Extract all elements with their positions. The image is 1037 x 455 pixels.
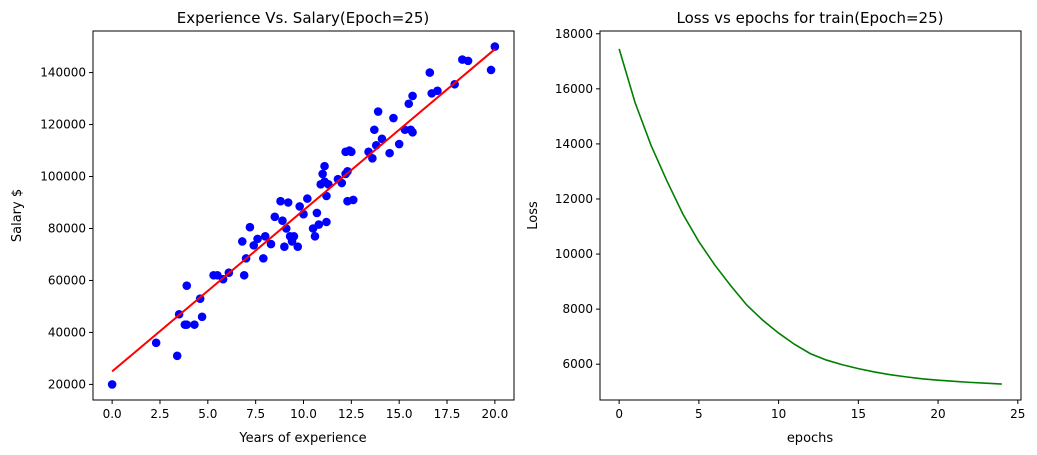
scatter-point: [408, 91, 417, 101]
chart-loss-xlabel: epochs: [787, 431, 834, 446]
chart-loss-ytick-label: 18000: [555, 27, 593, 41]
scatter-point: [463, 56, 473, 66]
chart-loss-ytick-label: 14000: [555, 137, 593, 151]
scatter-point: [270, 212, 280, 222]
scatter-point: [348, 195, 358, 205]
scatter-point: [394, 139, 404, 149]
scatter-point: [368, 154, 377, 163]
scatter-point: [312, 208, 322, 218]
scatter-point: [310, 231, 320, 241]
scatter-point: [280, 242, 289, 251]
scatter-point: [433, 86, 442, 96]
chart-loss: Loss vs epochs for train(Epoch=25) 0 5 10 1…: [526, 9, 1025, 446]
chart-salary-title: Experience Vs. Salary(Epoch=25): [177, 9, 429, 27]
chart-salary-xtick-label: 12.5: [338, 407, 365, 421]
scatter-point: [385, 148, 394, 158]
chart-loss-ytick-label: 16000: [555, 82, 593, 96]
scatter-point: [486, 65, 496, 75]
chart-loss-plot: [618, 48, 1002, 385]
chart-loss-title: Loss vs epochs for train(Epoch=25): [677, 9, 944, 27]
scatter-point: [253, 234, 262, 244]
scatter-point: [322, 217, 331, 227]
chart-loss-xtick-label: 5: [695, 407, 703, 421]
chart-loss-xtick-label: 25: [1010, 407, 1025, 421]
scatter-point: [182, 320, 192, 329]
chart-salary-xtick-label: 0.0: [103, 407, 122, 421]
chart-salary: Experience Vs. Salary(Epoch=25) 0.0 2.5 5.…: [10, 9, 515, 446]
scatter-point: [490, 42, 500, 51]
chart-loss-ylabel: Loss: [526, 201, 541, 230]
chart-loss-ytick-label: 6000: [562, 357, 593, 371]
chart-salary-xtick-label: 10.0: [290, 407, 317, 421]
chart-loss-ytick-label: 8000: [562, 302, 593, 316]
chart-salary-ylabel: Salary $: [10, 189, 25, 242]
scatter-point: [293, 242, 303, 251]
chart-salary-ytick-label: 60000: [48, 273, 86, 287]
scatter-point: [260, 231, 270, 241]
chart-salary-ytick-label: 40000: [48, 325, 86, 339]
scatter-point: [404, 99, 414, 109]
scatter-point: [425, 68, 435, 77]
scatter-point: [343, 167, 352, 176]
chart-salary-ytick-label: 140000: [40, 66, 86, 80]
regression-line: [111, 48, 496, 373]
scatter-point: [197, 312, 207, 322]
scatter-point: [408, 128, 417, 137]
chart-salary-ytick-label: 80000: [48, 221, 86, 235]
chart-salary-ytick-label: 20000: [48, 377, 86, 391]
chart-loss-xtick-label: 20: [930, 407, 945, 421]
scatter-point: [237, 237, 247, 246]
scatter-point: [239, 270, 249, 280]
chart-salary-xtick-label: 15.0: [386, 407, 413, 421]
chart-salary-ytick-label: 120000: [40, 118, 86, 132]
scatter-point: [278, 216, 287, 225]
scatter-point: [190, 320, 199, 329]
scatter-point: [259, 254, 268, 263]
chart-loss-xtick-label: 0: [615, 407, 623, 421]
chart-salary-xlabel: Years of experience: [238, 431, 366, 446]
chart-loss-xtick-label: 15: [851, 407, 866, 421]
chart-loss-xtick-label: 10: [771, 407, 786, 421]
scatter-point: [266, 239, 276, 249]
scatter-point: [172, 351, 182, 361]
scatter-point: [245, 222, 255, 232]
scatter-point: [314, 220, 324, 229]
scatter-point: [389, 113, 398, 123]
scatter-point: [370, 125, 379, 135]
scatter-point: [377, 134, 387, 144]
scatter-point: [151, 338, 161, 348]
chart-salary-frame: [92, 30, 515, 401]
scatter-point: [182, 281, 192, 290]
loss-line: [618, 48, 1002, 385]
chart-loss-frame: [599, 30, 1022, 401]
chart-loss-ytick-label: 12000: [555, 192, 593, 206]
chart-salary-xtick-label: 2.5: [150, 407, 169, 421]
chart-salary-ytick-label: 100000: [40, 170, 86, 184]
scatter-point: [107, 380, 117, 389]
chart-salary-ticks: 0.0 2.5 5.0 7.5 10.0 12.5 15.0 17.5 20.0 20000 400…: [40, 66, 508, 421]
scatter-point: [295, 202, 304, 211]
chart-salary-plot: [107, 42, 500, 389]
scatter-point: [373, 107, 383, 116]
scatter-point: [249, 241, 259, 250]
chart-salary-xtick-label: 7.5: [246, 407, 265, 421]
scatter-point: [276, 196, 285, 206]
chart-loss-ytick-label: 10000: [555, 247, 593, 261]
scatter-point: [347, 147, 356, 157]
chart-salary-xtick-label: 5.0: [198, 407, 217, 421]
scatter-point: [320, 161, 329, 171]
scatter-point: [289, 231, 299, 241]
scatter-point: [303, 194, 312, 203]
scatter-point: [318, 169, 327, 179]
chart-loss-ticks: 0 5 10 15 20 25 6000 8000 10000 12000 14000 16000 18…: [555, 27, 1026, 421]
scatter-point: [283, 198, 293, 207]
chart-salary-xtick-label: 20.0: [482, 407, 509, 421]
chart-salary-xtick-label: 17.5: [434, 407, 461, 421]
